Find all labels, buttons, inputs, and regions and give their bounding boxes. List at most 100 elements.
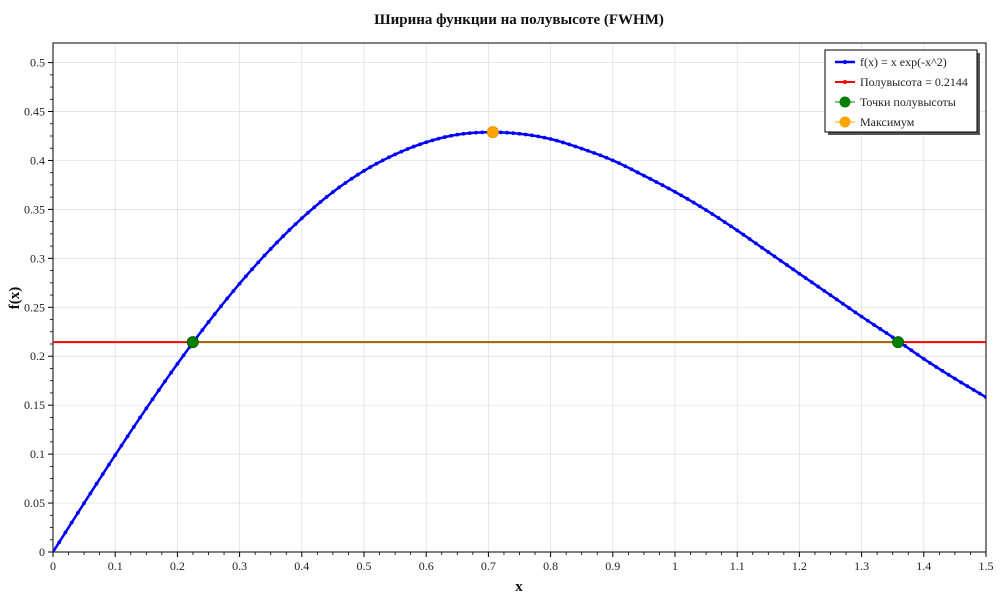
curve-point (903, 344, 908, 348)
y-tick-label: 0.15 (24, 398, 45, 412)
y-tick-label: 0.5 (30, 56, 45, 70)
curve-point (517, 131, 522, 136)
curve-point (841, 301, 845, 306)
y-tick-label: 0.3 (30, 251, 45, 265)
curve-point (853, 310, 858, 315)
curve-point (405, 147, 410, 151)
curve-point (598, 153, 603, 158)
curve-point (809, 280, 814, 285)
curve-point (722, 220, 727, 225)
x-tick-label: 0.5 (357, 559, 372, 573)
curve-point (579, 146, 584, 151)
curve-point (523, 132, 528, 137)
curve-point (753, 241, 758, 246)
curve-point (592, 151, 597, 155)
legend-label: Полувысота = 0.2144 (860, 75, 968, 89)
y-tick-label: 0.4 (30, 153, 45, 167)
curve-point (872, 322, 876, 327)
curve-point (965, 384, 970, 389)
curve-point (324, 195, 329, 199)
curve-point (287, 228, 292, 232)
curve-point (63, 530, 68, 535)
curve-point (107, 462, 111, 467)
curve-point (100, 472, 105, 477)
curve-point (480, 130, 485, 135)
legend: f(x) = x exp(-x^2) Полувысота = 0.2144 Точ… (824, 49, 980, 135)
curve-point (778, 258, 783, 263)
curve-point (610, 158, 615, 163)
curve-point (959, 380, 964, 385)
curve-point (380, 158, 385, 163)
curve-point (847, 306, 852, 310)
curve-point (331, 190, 335, 194)
curve-point (219, 304, 223, 309)
legend-box (824, 49, 978, 133)
curve-point (940, 369, 945, 373)
curve-point (225, 296, 230, 301)
curve-point (474, 130, 478, 135)
curve-point (206, 320, 211, 324)
curve-point (984, 395, 986, 400)
curve-point (953, 376, 957, 381)
x-tick-label: 0 (50, 559, 56, 573)
curve-point (461, 131, 466, 136)
curve-point (436, 136, 441, 141)
curve-point (57, 540, 62, 545)
curve-point (697, 204, 702, 209)
x-tick-label: 1.3 (854, 559, 869, 573)
curve-point (673, 189, 677, 194)
curve-point (53, 550, 55, 552)
curve-point (368, 165, 373, 170)
curve-point (878, 327, 883, 331)
curve-point (131, 424, 136, 429)
curve-point (355, 172, 360, 177)
curve-point (629, 167, 634, 172)
curve-point (306, 210, 310, 215)
curve-point (573, 144, 578, 149)
curve-point (349, 176, 354, 181)
curve-point (262, 253, 267, 258)
curve-point (803, 276, 808, 280)
curve-point (312, 205, 317, 210)
x-tick-label: 0.6 (419, 559, 434, 573)
curve-point (554, 138, 559, 143)
curve-point (729, 224, 733, 229)
x-tick-label: 1 (672, 559, 678, 573)
curve-point (281, 234, 286, 239)
curve-point (928, 361, 932, 365)
curve-point (243, 274, 248, 279)
curve-point (704, 208, 708, 212)
curve-point (716, 216, 721, 220)
curve-point (567, 142, 572, 147)
curve-point (424, 140, 429, 145)
x-tick-label: 1.2 (792, 559, 807, 573)
curve-point (909, 348, 914, 353)
curve-point (386, 155, 391, 160)
curve-point (299, 216, 304, 221)
curve-point (977, 391, 982, 396)
curve-point (449, 133, 453, 138)
curve-point (442, 135, 447, 139)
curve-point (455, 132, 460, 137)
curve-point (791, 267, 796, 272)
curve-point (921, 356, 926, 361)
curve-point (654, 180, 659, 184)
curve-point (741, 232, 746, 237)
curve-point (113, 453, 118, 457)
curve-point (623, 164, 628, 169)
curve-point (635, 170, 640, 175)
curve-point (175, 361, 180, 366)
x-tick-label: 1.4 (916, 559, 931, 573)
curve-point (125, 434, 130, 439)
curve-point (915, 352, 920, 357)
curve-point (710, 212, 715, 216)
curve-point (181, 353, 186, 358)
curve-point (548, 137, 553, 141)
curve-point (144, 406, 149, 411)
curve-point (859, 314, 864, 319)
curve-point (884, 331, 889, 335)
curve-point (648, 176, 653, 181)
x-tick-label: 0.3 (232, 559, 247, 573)
curve-point (505, 130, 509, 135)
